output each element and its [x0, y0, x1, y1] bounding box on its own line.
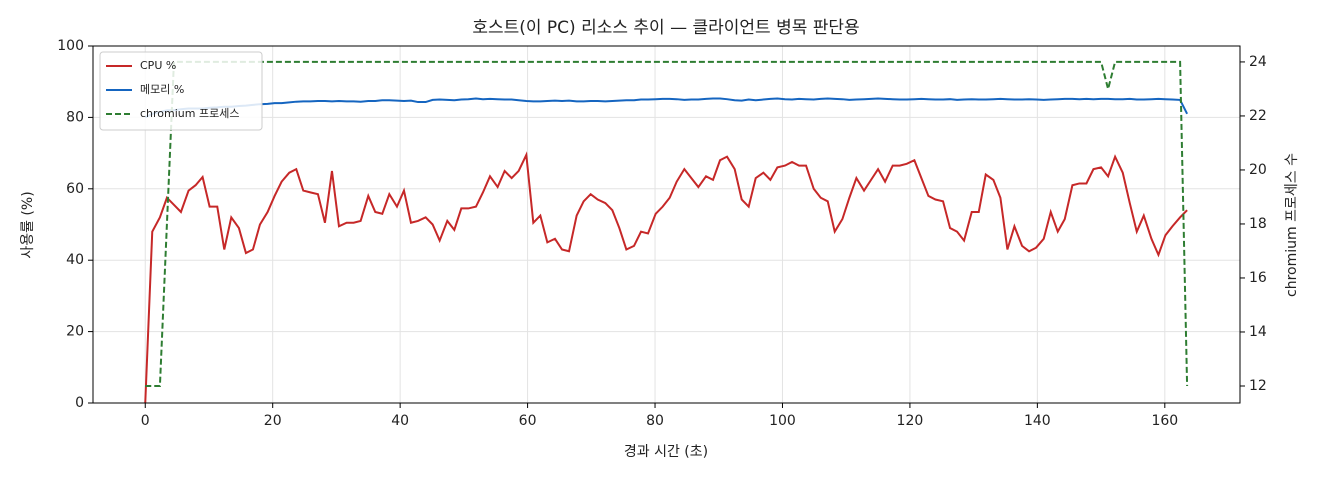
chart-title: 호스트(이 PC) 리소스 추이 — 클라이언트 병목 판단용 — [472, 18, 859, 38]
legend-label: 메모리 % — [140, 83, 184, 96]
x-tick-label: 120 — [897, 413, 924, 429]
y2-tick-label: 16 — [1249, 270, 1267, 286]
y2-tick-label: 14 — [1249, 324, 1267, 340]
y-tick-label: 0 — [75, 395, 84, 411]
y-axis-label: 사용률 (%) — [20, 191, 36, 258]
legend: CPU % 메모리 % chromium 프로세스 — [99, 51, 263, 131]
axes: 0 20 40 60 80 100 120 140 160 0 20 40 60 80 100 12 14 16 1… — [57, 38, 1267, 429]
y-tick-label: 40 — [66, 252, 84, 268]
y2-tick-label: 22 — [1249, 108, 1267, 124]
y-tick-label: 80 — [66, 109, 84, 125]
plot — [144, 60, 1189, 404]
x-tick-label: 20 — [264, 413, 282, 429]
y2-tick-label: 24 — [1249, 54, 1267, 70]
x-tick-label: 160 — [1151, 413, 1178, 429]
x-tick-label: 140 — [1024, 413, 1051, 429]
x-axis-label: 경과 시간 (초) — [624, 444, 708, 460]
legend-box — [99, 51, 263, 131]
y2-axis-label: chromium 프로세스 수 — [1284, 153, 1300, 297]
x-tick-label: 60 — [519, 413, 537, 429]
plot-frame — [92, 45, 1241, 404]
series-line — [144, 97, 1189, 119]
x-tick-label: 80 — [646, 413, 664, 429]
x-tick-label: 100 — [769, 413, 796, 429]
x-tick-label: 40 — [391, 413, 409, 429]
y-tick-label: 100 — [57, 38, 84, 54]
series-line — [145, 60, 1189, 387]
y-tick-label: 60 — [66, 181, 84, 197]
y2-tick-label: 12 — [1249, 378, 1267, 394]
x-tick-label: 0 — [141, 413, 150, 429]
y-tick-label: 20 — [66, 324, 84, 340]
y2-tick-label: 18 — [1249, 216, 1267, 232]
legend-label: CPU % — [140, 59, 176, 72]
legend-label: chromium 프로세스 — [140, 107, 239, 120]
series-line — [144, 151, 1188, 404]
y2-tick-label: 20 — [1249, 162, 1267, 178]
